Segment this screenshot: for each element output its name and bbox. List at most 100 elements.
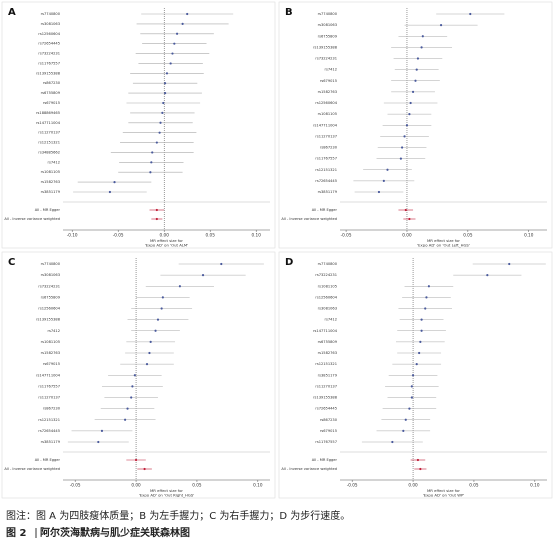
snp-label: rs7740800 [41, 12, 61, 16]
panel-label: B [285, 7, 293, 18]
snp-label: rs867230 [320, 146, 338, 150]
snp-point [150, 161, 153, 164]
snp-label: rs11270137 [315, 384, 337, 388]
snp-label: rs34885662 [38, 150, 60, 154]
snp-point [508, 262, 511, 266]
snp-point [415, 363, 418, 366]
snp-label: rs3081063 [318, 23, 337, 27]
x-axis-label: 'Expo AD' on 'Out Right_HGS' [139, 493, 195, 498]
x-tick-label: -0.10 [67, 233, 78, 238]
snp-label: rs679015 [43, 101, 60, 105]
snp-point [408, 113, 411, 116]
figure-number: 图 2 [6, 527, 26, 539]
snp-point [149, 340, 152, 343]
snp-point [401, 146, 404, 149]
snp-label: rs72654445 [315, 179, 337, 183]
x-tick-label: 0.00 [402, 233, 412, 238]
snp-label: rs1582763 [318, 90, 337, 94]
snp-label: rs72654445 [38, 42, 60, 46]
x-tick-label: 0.10 [530, 483, 540, 488]
snp-label: rs72654445 [315, 407, 337, 411]
x-axis-label: 'Expo AD' on 'Out Left_HGS' [417, 243, 470, 248]
x-tick-label: 0.05 [206, 233, 216, 238]
snp-point [161, 296, 164, 299]
x-tick-label: 0.00 [160, 233, 170, 238]
snp-label: rs11767557 [315, 157, 337, 161]
x-tick-label: 0.10 [524, 233, 534, 238]
snp-point [411, 90, 415, 93]
snp-point [126, 407, 129, 410]
panel-frame [1, 251, 276, 499]
x-tick-label: -0.05 [113, 233, 124, 238]
panel-frame [1, 1, 276, 249]
snp-point [97, 440, 100, 444]
snp-label: rs7412 [325, 318, 338, 322]
snp-point [164, 92, 167, 95]
snp-label: rs1081105 [41, 340, 60, 344]
snp-point [124, 418, 127, 421]
snp-point [165, 72, 169, 75]
snp-label: rs6755809 [318, 34, 338, 38]
summary-label: All - MR Egger [35, 458, 61, 462]
snp-label: rs867230 [43, 81, 61, 85]
x-tick-label: 0.05 [192, 483, 202, 488]
summary-point [134, 458, 138, 462]
snp-point [145, 363, 149, 366]
snp-point [418, 351, 421, 355]
snp-point [420, 329, 423, 332]
snp-point [158, 131, 161, 134]
snp-label: rs3851179 [41, 190, 61, 194]
snp-point [108, 190, 112, 194]
x-axis-label: 'Expo AD' on 'Out WP' [423, 493, 465, 498]
snp-label: rs139155388 [36, 71, 61, 75]
snp-point [425, 296, 428, 299]
snp-point [100, 429, 104, 432]
snp-point [164, 82, 167, 85]
snp-point [405, 124, 409, 127]
summary-label: All - Inverse variance weighted [281, 217, 337, 221]
snp-point [159, 121, 162, 124]
snp-label: rs3081063 [41, 273, 60, 277]
snp-label: rs7412 [48, 329, 61, 333]
snp-label: rs3851179 [318, 190, 338, 194]
snp-point [439, 24, 443, 27]
snp-label: rs147711004 [36, 121, 61, 125]
snp-point [149, 171, 152, 174]
snp-label: rs139155388 [313, 45, 338, 49]
snp-point [421, 35, 424, 38]
x-axis-label: 'Expo AD' on 'Out ALM' [145, 243, 189, 248]
snp-point [403, 135, 406, 138]
snp-point [399, 157, 402, 160]
snp-point [386, 168, 389, 171]
snp-label: rs1582763 [318, 351, 337, 355]
snp-point [173, 42, 176, 45]
snp-point [186, 12, 189, 16]
snp-point [419, 340, 422, 343]
snp-point [408, 407, 411, 410]
snp-point [427, 285, 430, 288]
summary-point [143, 467, 146, 471]
figure-note: 图注：图 A 为四肢瘦体质量；B 为左手握力；C 为右手握力；D 为步行速度。 [6, 509, 350, 522]
snp-point [133, 374, 136, 377]
snp-point [169, 62, 172, 65]
panel-label: A [8, 7, 16, 18]
snp-point [171, 52, 174, 55]
snp-label: rs11270137 [38, 396, 60, 400]
snp-point [410, 385, 413, 388]
snp-point [178, 285, 181, 288]
snp-label: rs679015 [320, 79, 337, 83]
snp-label: rs679015 [43, 362, 60, 366]
x-tick-label: 0.00 [131, 483, 141, 488]
snp-point [113, 181, 116, 184]
panel-frame [278, 1, 553, 249]
summary-point [155, 208, 158, 212]
snp-label: rs12560604 [38, 32, 60, 36]
snp-label: rs188869465 [36, 111, 60, 115]
snp-point [181, 22, 184, 25]
snp-label: rs679015 [320, 429, 337, 433]
x-tick-label: -0.05 [70, 483, 81, 488]
snp-point [391, 440, 394, 444]
x-tick-label: 0.10 [252, 233, 262, 238]
snp-label: rs12560604 [315, 101, 337, 105]
